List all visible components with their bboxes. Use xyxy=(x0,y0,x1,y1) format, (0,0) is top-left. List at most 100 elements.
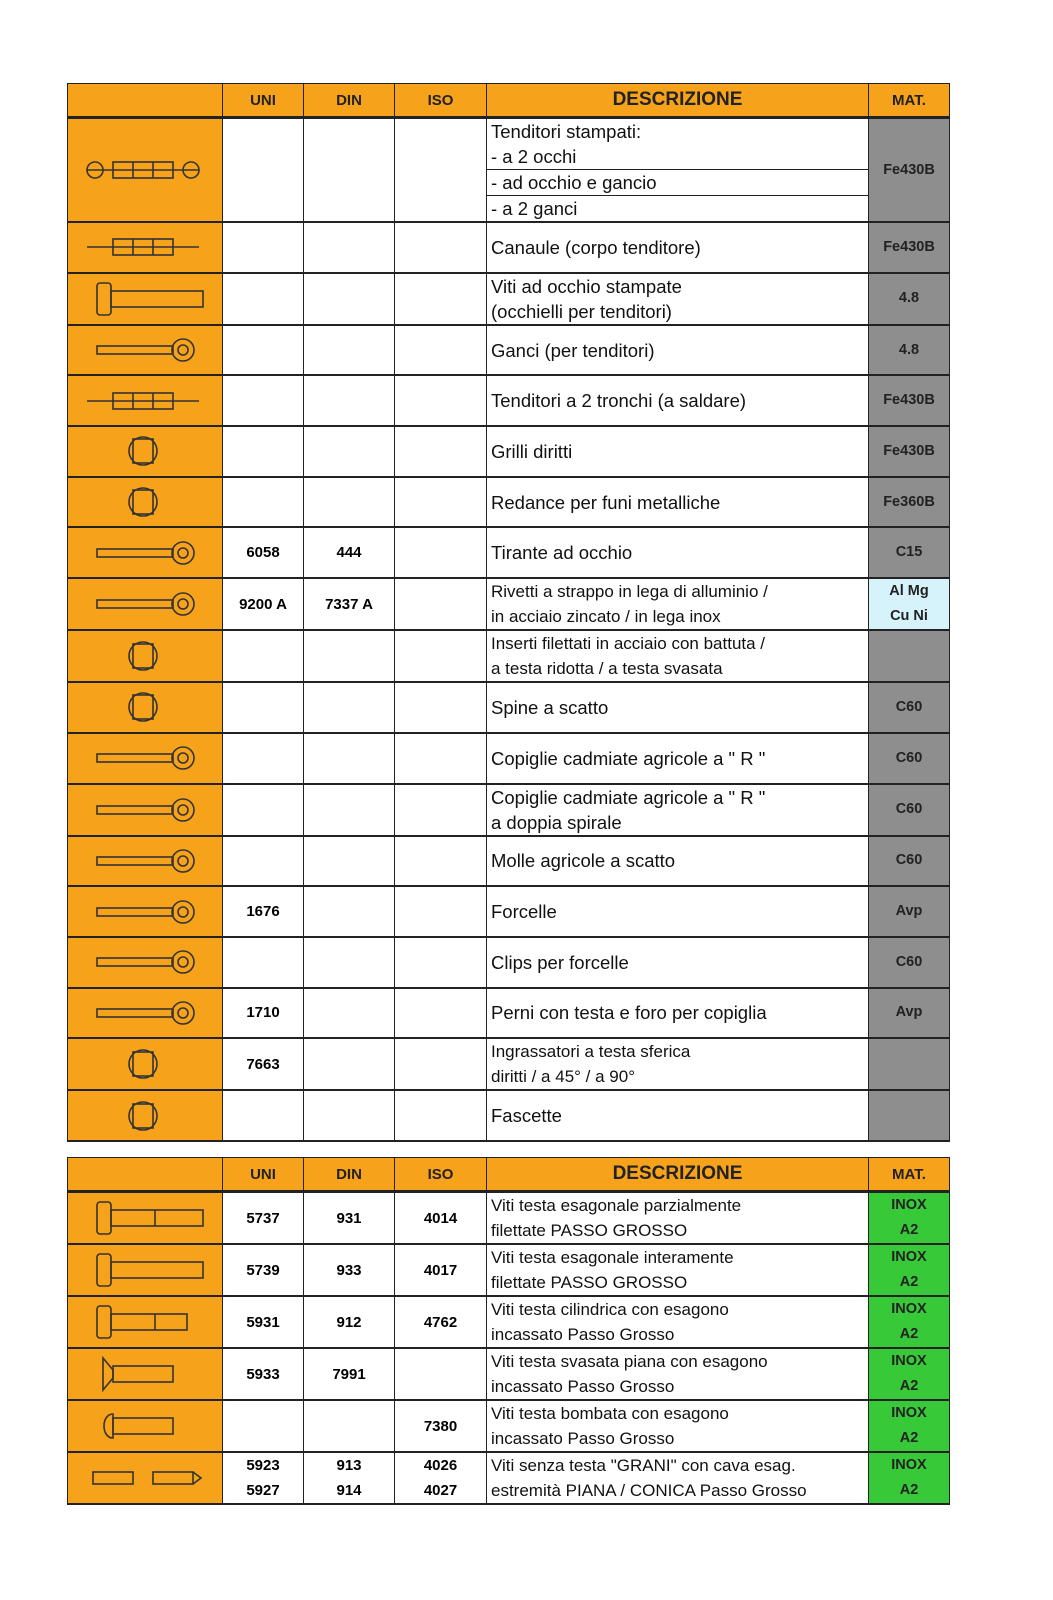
iso-code xyxy=(394,885,487,938)
material: INOX A2 xyxy=(868,1295,950,1349)
description: Viti testa bombata con esagono incassato … xyxy=(486,1399,869,1453)
description: Clips per forcelle xyxy=(486,936,869,989)
iso-code xyxy=(394,1037,487,1092)
table-row: 1710 Perni con testa e foro per copiglia A… xyxy=(67,987,950,1040)
uni-value: 5923 xyxy=(246,1457,280,1474)
din-code: 7991 xyxy=(303,1347,395,1401)
table-row: 5739 933 4017 Viti testa esagonale interame… xyxy=(67,1243,950,1297)
din-code xyxy=(303,783,395,837)
uni-code xyxy=(222,221,304,274)
description: Perni con testa e foro per copiglia xyxy=(486,987,869,1040)
din-value: 933 xyxy=(336,1261,362,1279)
header-icon-cell xyxy=(67,1157,223,1193)
description-line: Ingrassatori a testa sferica xyxy=(491,1042,691,1062)
material-value: INOX xyxy=(891,1457,927,1473)
uni-code xyxy=(222,425,304,478)
description-line: filettate PASSO GROSSO xyxy=(491,1273,688,1292)
clevis-pin-icon xyxy=(67,987,223,1040)
description-line: Inserti filettati in acciaio con battuta… xyxy=(491,634,766,654)
uni-code: 7663 xyxy=(222,1037,304,1092)
uni-code: 1676 xyxy=(222,885,304,938)
din-code: 444 xyxy=(303,526,395,580)
description-line: Viti testa bombata con esagono xyxy=(491,1404,729,1423)
description-line: Viti ad occhio stampate xyxy=(491,275,682,297)
turnbuckle-body-icon xyxy=(67,221,223,274)
iso-code xyxy=(394,681,487,734)
uni-value: 1710 xyxy=(246,1004,280,1022)
material: Fe430B xyxy=(868,425,950,478)
iso-code xyxy=(394,221,487,274)
countersunk-screw-icon xyxy=(67,1347,223,1401)
fittings-table: UNI DIN ISO DESCRIZIONE MAT. Tenditori stampa… xyxy=(67,83,950,1142)
iso-value: 4762 xyxy=(423,1313,458,1331)
din-value: 7991 xyxy=(332,1365,366,1383)
description: Tenditori a 2 tronchi (a saldare) xyxy=(486,374,869,428)
description-line: - a 2 ganci xyxy=(491,198,578,219)
r-clip-icon xyxy=(67,732,223,785)
description-line: (occhielli per tenditori) xyxy=(491,300,672,322)
grease-nipple-icon xyxy=(67,1037,223,1092)
uni-code xyxy=(222,324,304,377)
header-uni: UNI xyxy=(222,83,304,119)
material: Fe360B xyxy=(868,476,950,529)
description-line: filettate PASSO GROSSO xyxy=(491,1221,688,1240)
iso-code xyxy=(394,936,487,989)
material-value: INOX xyxy=(891,1197,927,1213)
din-code: 931 xyxy=(303,1191,395,1245)
din-value: 914 xyxy=(336,1482,362,1499)
uni-code xyxy=(222,272,304,326)
material-value: 4.8 xyxy=(898,290,920,307)
material-value: Fe430B xyxy=(883,442,935,459)
material xyxy=(868,1089,950,1142)
shackle-icon xyxy=(67,425,223,478)
description-line: Spine a scatto xyxy=(491,696,609,718)
description-line: Tirante ad occhio xyxy=(491,542,633,564)
iso-value: 7380 xyxy=(423,1417,458,1435)
din-code xyxy=(303,936,395,989)
din-code: 933 xyxy=(303,1243,395,1297)
uni-value: 9200 A xyxy=(239,595,287,613)
material-value: A2 xyxy=(899,1378,919,1394)
material: INOX A2 xyxy=(868,1243,950,1297)
din-code xyxy=(303,1037,395,1092)
description-line: diritti / a 45° / a 90° xyxy=(491,1067,636,1087)
material-value: INOX xyxy=(891,1301,927,1317)
uni-code: 5933 xyxy=(222,1347,304,1401)
iso-code xyxy=(394,324,487,377)
description-line: Canaule (corpo tenditore) xyxy=(491,236,701,258)
iso-code xyxy=(394,732,487,785)
iso-code: 7380 xyxy=(394,1399,487,1453)
description: Redance per funi metalliche xyxy=(486,476,869,529)
uni-value: 5931 xyxy=(246,1313,280,1331)
hex-bolt-partial-icon xyxy=(67,1191,223,1245)
uni-value: 5927 xyxy=(246,1482,280,1499)
clevis-icon xyxy=(67,885,223,938)
description-line: - a 2 occhi xyxy=(487,144,868,170)
table-row: 5933 7991 Viti testa svasata piana con esa… xyxy=(67,1347,950,1401)
iso-code xyxy=(394,1347,487,1401)
material: C60 xyxy=(868,732,950,785)
description-line: incassato Passo Grosso xyxy=(491,1377,675,1396)
description-line: Viti testa cilindrica con esagono xyxy=(491,1300,729,1319)
table-row: Fascette xyxy=(67,1089,950,1142)
table-row: 7663 Ingrassatori a testa sferica diritti … xyxy=(67,1037,950,1092)
iso-value: 4014 xyxy=(423,1209,458,1227)
material: Avp xyxy=(868,885,950,938)
description: Forcelle xyxy=(486,885,869,938)
thimble-icon xyxy=(67,476,223,529)
table-row: Clips per forcelle C60 xyxy=(67,936,950,989)
description-line: Rivetti a strappo in lega di alluminio / xyxy=(491,582,768,602)
uni-code: 1710 xyxy=(222,987,304,1040)
iso-code xyxy=(394,835,487,888)
material-value: Fe430B xyxy=(883,392,935,409)
iso-code xyxy=(394,425,487,478)
table-row: Redance per funi metalliche Fe360B xyxy=(67,476,950,529)
snap-pin-icon xyxy=(67,681,223,734)
table-row: Copiglie cadmiate agricole a " R " a dopp… xyxy=(67,783,950,837)
iso-code xyxy=(394,783,487,837)
material: INOX A2 xyxy=(868,1191,950,1245)
din-value: 444 xyxy=(336,544,362,562)
description-line: estremità PIANA / CONICA Passo Grosso xyxy=(491,1481,807,1500)
description-line: Ganci (per tenditori) xyxy=(491,339,655,361)
din-code xyxy=(303,374,395,428)
